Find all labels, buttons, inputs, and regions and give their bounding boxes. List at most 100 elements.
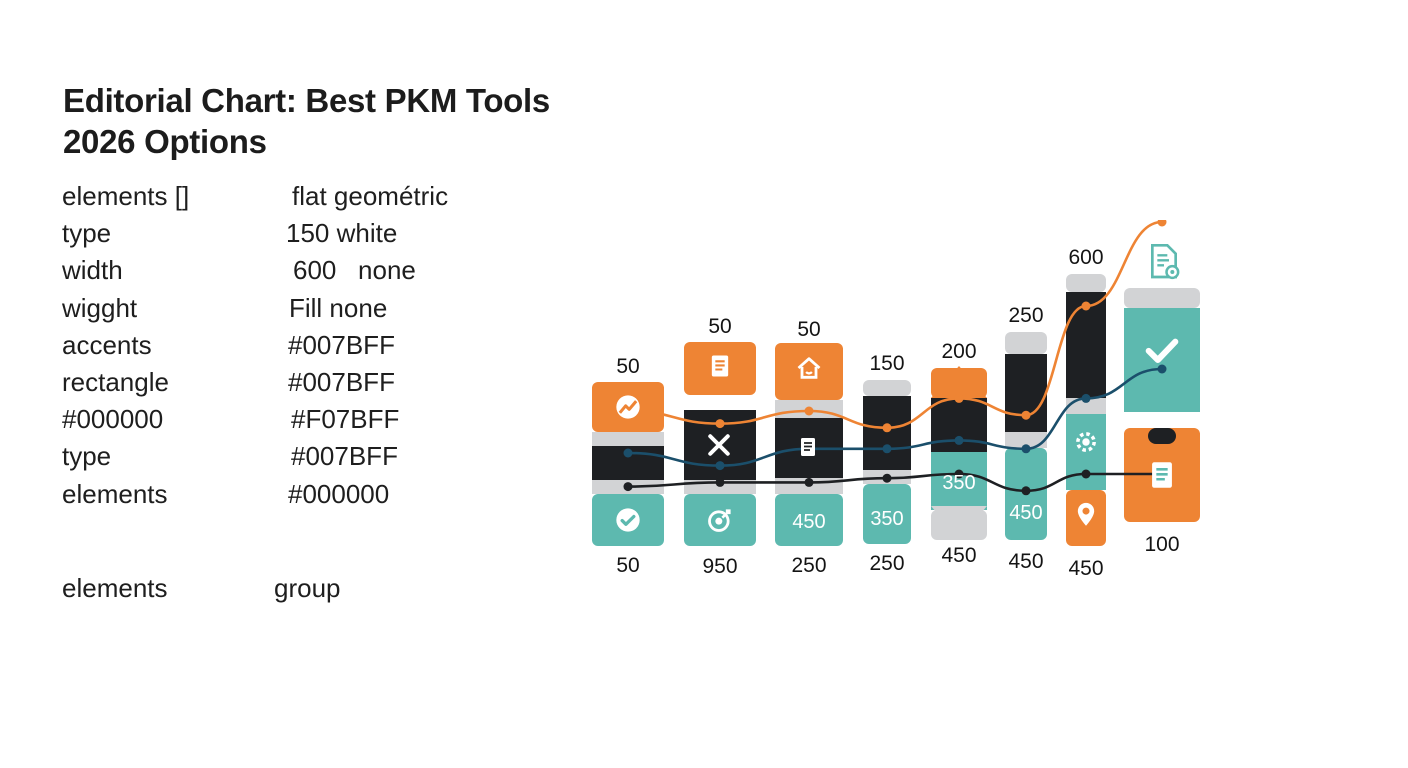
- spec-row: wigght Fill none: [62, 290, 522, 327]
- spec-value: #007BFF: [288, 366, 395, 397]
- spec-key: elements []: [62, 181, 190, 211]
- top-value-label: 150: [869, 352, 904, 375]
- spec-key: elements: [62, 573, 168, 603]
- spec-value: #007BFF: [288, 329, 395, 360]
- bar-segment: [1005, 432, 1047, 448]
- series-point: [715, 419, 725, 429]
- chart-icon: [614, 393, 642, 421]
- bar-segment: [863, 396, 911, 470]
- chart-title-line-1: Editorial Chart: Best PKM Tools: [63, 82, 550, 119]
- spec-key: type: [62, 218, 112, 249]
- series-point: [1021, 486, 1031, 496]
- bottom-value-label: 950: [702, 555, 737, 578]
- spec-row: rectangle #007BFF: [62, 364, 522, 401]
- spec-row: accents #007BFF: [62, 327, 522, 364]
- bottom-value-label: 100: [1144, 533, 1179, 556]
- series-point: [954, 469, 964, 479]
- bottom-value-label: 450: [1008, 550, 1043, 573]
- series-point: [1081, 301, 1091, 311]
- top-value-label: 200: [941, 340, 976, 363]
- inner-value-label: 450: [1009, 502, 1042, 524]
- bar-group: [1124, 288, 1200, 522]
- bar-segment: [863, 484, 911, 544]
- series-point: [882, 473, 892, 483]
- series-point: [715, 477, 725, 487]
- document-icon: [710, 354, 730, 378]
- bar-group: [863, 380, 911, 544]
- top-value-label: 600: [1068, 246, 1103, 269]
- spec-value: #000000: [288, 478, 390, 509]
- spec-list: elements [] flat geométric type 150 white …: [62, 178, 522, 513]
- spec-key: wigght: [62, 292, 138, 323]
- pkm-tools-chart: 50 50 50 150 200 250 600 50 950 250 250 450 450 450 10…: [592, 220, 1200, 580]
- top-value-label: 250: [1008, 304, 1043, 327]
- document-settings-icon: [1151, 243, 1180, 280]
- bar-segment: [931, 452, 987, 510]
- check-icon: [614, 506, 642, 534]
- bar-group: [1005, 332, 1047, 540]
- series-point: [954, 393, 964, 403]
- series-point: [1157, 364, 1167, 374]
- bar-segment: [1124, 308, 1200, 412]
- inner-value-label: 350: [870, 508, 903, 530]
- top-value-label: 50: [708, 315, 731, 338]
- bottom-value-label: 450: [1068, 557, 1103, 580]
- bar-segment: [1066, 414, 1106, 490]
- bar-segment: [1066, 274, 1106, 292]
- bottom-value-label: 450: [941, 544, 976, 567]
- series-line: [627, 472, 1162, 493]
- bar-separator: [1148, 428, 1176, 444]
- top-value-label: 50: [797, 318, 820, 341]
- series-point: [715, 461, 725, 471]
- spec-key: accents: [62, 329, 152, 360]
- bottom-value-label: 250: [791, 554, 826, 577]
- spec-row: elements [] flat geométric: [62, 178, 522, 215]
- series-point: [882, 444, 892, 454]
- labels-layer: 50 50 50 150 200 250 600 50 950 250 250 450 450 450 10…: [616, 246, 1179, 580]
- series-point: [1081, 469, 1091, 479]
- spec-row: type 150 white: [62, 215, 522, 252]
- spec-key: type: [62, 441, 112, 472]
- spec-value: #F07BFF: [291, 404, 400, 435]
- bar-cap: [931, 366, 987, 398]
- bar-segment: [775, 343, 843, 400]
- series-point: [954, 435, 964, 445]
- series-point: [623, 448, 633, 458]
- series-point: [1021, 410, 1031, 420]
- bar-cap: [931, 506, 987, 540]
- chart-title: Editorial Chart: Best PKM Tools 2026 Opt…: [63, 80, 623, 162]
- bottom-value-label: 50: [616, 554, 639, 577]
- spec-key: elements: [62, 478, 168, 509]
- chart-title-line-2: 2026 Options: [63, 123, 267, 160]
- document-icon: [1150, 460, 1174, 490]
- bar-segment: [1124, 288, 1200, 308]
- series-point: [804, 477, 814, 487]
- spec-key: width: [62, 255, 123, 286]
- series-point: [804, 406, 814, 416]
- bar-segment: [1005, 332, 1047, 354]
- series-point: [1081, 393, 1091, 403]
- top-value-label: 50: [616, 355, 639, 378]
- series-point: [1021, 444, 1031, 454]
- bar-segment: [1005, 354, 1047, 432]
- spec-row: type #007BFF: [62, 438, 522, 475]
- spec-value: Fill none: [289, 292, 388, 323]
- series-point: [1157, 220, 1167, 227]
- spec-value: flat geométric: [292, 181, 449, 211]
- spec-row: elements #000000: [62, 476, 522, 513]
- spec-row: width 600 none: [62, 252, 522, 289]
- series-point: [882, 423, 892, 433]
- bar-segment: [863, 380, 911, 396]
- spec-value: 600 none: [293, 255, 416, 286]
- inner-value-label: 450: [792, 511, 825, 533]
- spec-value: #007BFF: [291, 441, 398, 472]
- bar-segment: [775, 494, 843, 546]
- document-icon: [800, 437, 816, 457]
- spec-key: #000000: [62, 404, 164, 435]
- spec-row: #000000 #F07BFF: [62, 401, 522, 438]
- bars-layer: [592, 274, 1200, 546]
- bar-segment: [592, 432, 664, 446]
- inner-value-label: 350: [942, 472, 975, 494]
- spec-footer-row: elements group: [62, 570, 522, 607]
- spec-value: 150 white: [286, 218, 398, 249]
